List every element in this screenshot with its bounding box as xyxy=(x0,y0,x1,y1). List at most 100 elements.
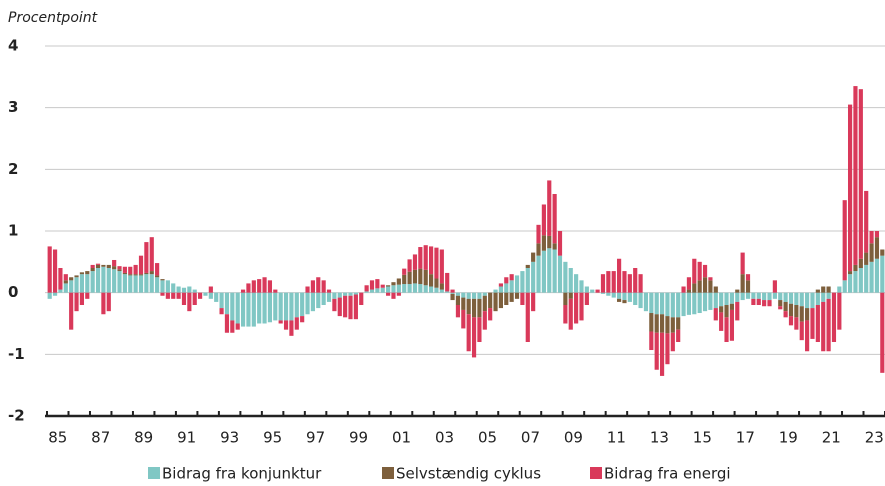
bar xyxy=(428,246,434,275)
bar xyxy=(230,320,235,333)
bar xyxy=(69,292,74,330)
x-tick-label: 21 xyxy=(822,429,841,447)
y-tick-label: 1 xyxy=(8,222,18,240)
bar xyxy=(665,333,670,365)
bar xyxy=(638,274,643,293)
bar xyxy=(208,292,213,299)
bar xyxy=(321,292,326,305)
bar xyxy=(584,286,589,293)
bar xyxy=(670,317,675,333)
bar xyxy=(187,286,192,293)
bar xyxy=(396,278,401,285)
bar xyxy=(606,271,611,293)
bar xyxy=(498,292,504,309)
bar xyxy=(740,274,745,293)
bar xyxy=(117,269,122,272)
bar xyxy=(155,275,160,278)
bar xyxy=(638,292,643,309)
bar xyxy=(579,292,584,321)
bar xyxy=(386,286,391,293)
bar xyxy=(52,292,58,296)
bar xyxy=(79,272,85,275)
bar xyxy=(128,274,133,276)
x-tick-label: 17 xyxy=(736,429,755,447)
bar xyxy=(794,305,799,318)
x-tick-label: 05 xyxy=(478,429,497,447)
bar xyxy=(412,269,418,284)
bar xyxy=(617,298,622,302)
bar xyxy=(144,242,149,273)
bar xyxy=(117,266,122,270)
bar xyxy=(412,254,418,270)
bar xyxy=(396,292,401,296)
bar xyxy=(821,286,826,293)
bar xyxy=(762,292,767,301)
bar xyxy=(622,271,627,293)
bar xyxy=(514,292,520,299)
bar xyxy=(541,250,546,293)
bar xyxy=(461,297,466,310)
bar xyxy=(348,292,353,296)
bar xyxy=(756,298,761,305)
bar xyxy=(482,292,487,296)
bar xyxy=(155,263,160,276)
bar xyxy=(847,104,853,272)
bar xyxy=(729,309,734,341)
bar xyxy=(697,261,702,281)
bar xyxy=(799,306,804,322)
y-tick-label: 0 xyxy=(8,283,18,301)
bar xyxy=(681,286,686,293)
bar xyxy=(858,258,863,268)
bar xyxy=(176,292,181,299)
legend-label: Bidrag fra konjunktur xyxy=(162,465,322,483)
bar xyxy=(300,316,305,323)
bar xyxy=(864,252,869,265)
x-axis: 85 87 89 91 93 95 97 99 01 03 05 07 09 11 13 15 17 19 21 23 xyxy=(45,411,885,447)
bar xyxy=(708,280,713,293)
bar xyxy=(160,280,165,293)
bar xyxy=(847,274,853,293)
bar xyxy=(536,243,541,256)
bar xyxy=(257,279,262,293)
bar xyxy=(509,274,514,281)
bar xyxy=(805,308,810,321)
bar xyxy=(821,292,826,302)
bar xyxy=(176,286,181,293)
bar xyxy=(622,292,627,301)
bar xyxy=(450,289,455,293)
bar xyxy=(407,259,412,272)
bar xyxy=(149,274,154,293)
x-tick-label: 11 xyxy=(607,429,626,447)
bar xyxy=(192,292,197,305)
bar xyxy=(138,255,144,275)
bar xyxy=(788,292,794,304)
bar xyxy=(874,258,880,293)
bar xyxy=(713,292,718,309)
bar xyxy=(794,292,799,305)
bars xyxy=(47,86,885,376)
x-tick-label: 09 xyxy=(564,429,583,447)
bar xyxy=(670,332,675,352)
bar xyxy=(488,308,493,321)
bar xyxy=(461,309,466,329)
bar xyxy=(246,292,251,327)
bar xyxy=(552,194,557,244)
bar xyxy=(724,305,729,318)
bar xyxy=(552,249,557,293)
bar xyxy=(305,286,310,293)
bar xyxy=(198,292,203,299)
bar xyxy=(332,292,337,299)
bar xyxy=(262,277,267,293)
bar xyxy=(240,292,246,327)
bar xyxy=(874,237,880,259)
bar xyxy=(364,285,369,292)
bar xyxy=(402,268,407,275)
bar xyxy=(676,292,681,318)
bar xyxy=(343,292,348,296)
grid: -2 -1 0 1 2 3 4 xyxy=(8,37,885,425)
bar xyxy=(439,289,444,293)
bar xyxy=(778,306,783,310)
bar xyxy=(514,275,520,293)
bar xyxy=(788,303,794,317)
x-tick-label: 19 xyxy=(779,429,798,447)
